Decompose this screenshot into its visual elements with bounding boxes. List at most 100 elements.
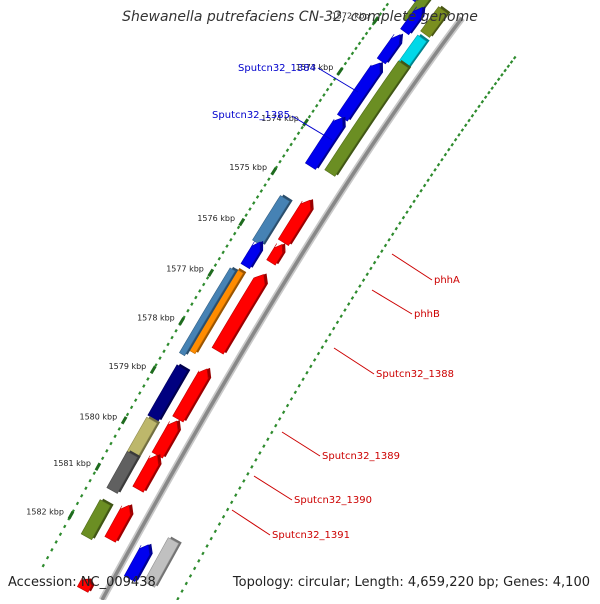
gene-feature [211, 273, 268, 355]
dot-mark [267, 177, 271, 182]
dot-mark [460, 128, 465, 132]
dot-mark [277, 417, 282, 421]
gene-feature-body [179, 267, 236, 357]
gene-feature-body [324, 60, 409, 177]
dot-mark [184, 581, 188, 586]
dot-mark [113, 434, 117, 439]
dot-mark [238, 486, 242, 490]
dot-mark [311, 109, 315, 114]
dot-mark [117, 427, 121, 431]
dot-mark [339, 314, 343, 319]
gene-label-text: Sputcn32_1384 [238, 63, 316, 74]
gene-feature [266, 242, 289, 266]
dot-mark [450, 142, 454, 147]
gene-feature-body [277, 199, 313, 246]
dot-mark [405, 210, 409, 215]
dot-mark [229, 237, 233, 242]
gene-label: Sputcn32_1388 [333, 347, 454, 380]
dot-mark [372, 260, 377, 265]
dot-mark [229, 500, 234, 505]
dot-mark [285, 148, 290, 153]
gene-feature [420, 5, 451, 38]
gene-feature [172, 367, 213, 423]
dot-mark [197, 559, 201, 563]
dot-mark [314, 103, 319, 108]
gene-feature-body [266, 243, 286, 266]
gene-feature [179, 266, 239, 357]
dot-mark [225, 244, 229, 248]
dot-mark [252, 201, 256, 205]
gene-label-text: Sputcn32_1385 [212, 110, 290, 121]
gene-feature-body [76, 577, 94, 593]
kbp-tick-mark [207, 268, 215, 277]
dot-mark [205, 544, 209, 548]
gene-label-text: Sputcn32_1390 [294, 495, 372, 506]
dot-mark [325, 87, 330, 92]
dot-mark [429, 173, 434, 177]
dot-mark [180, 589, 184, 593]
dot-mark [217, 522, 222, 526]
dot-mark [376, 255, 380, 259]
gene-feature-body [106, 450, 139, 494]
dot-mark [487, 90, 491, 95]
dot-mark [188, 574, 193, 578]
dot-mark [506, 64, 511, 69]
dot-mark [41, 563, 45, 568]
gene-label: Sputcn32_1389 [281, 431, 400, 462]
dot-mark [250, 465, 254, 469]
dot-mark [467, 118, 471, 123]
backbone-line [100, 16, 464, 601]
kbp-tick-mark [302, 118, 310, 127]
inner-dotted-ring [176, 55, 517, 601]
dot-mark [368, 26, 372, 31]
kbp-tick-label: 1579 kbp [109, 362, 147, 371]
gene-label-leader [371, 289, 413, 315]
gene-label-text: Sputcn32_1391 [272, 530, 350, 541]
gene-feature-body [123, 544, 152, 583]
kbp-tick-label: 1576 kbp [197, 214, 235, 223]
dot-mark [318, 98, 323, 103]
dot-mark [401, 215, 406, 220]
dot-mark [209, 536, 213, 541]
dot-mark [301, 377, 305, 382]
gene-feature [106, 450, 141, 494]
kbp-tick-mark [372, 16, 380, 25]
dot-mark [493, 81, 498, 86]
dot-mark [258, 451, 262, 455]
dot-mark [201, 551, 205, 556]
gene-label-leader [231, 509, 271, 536]
dot-mark [236, 225, 241, 230]
dot-mark [285, 403, 290, 408]
dot-mark [382, 7, 386, 12]
dot-mark [234, 493, 238, 497]
gene-label: Sputcn32_1385 [212, 110, 333, 141]
dot-mark [75, 501, 80, 506]
dot-mark [383, 243, 388, 248]
gene-feature-body [412, 0, 417, 3]
gene-label: Sputcn32_1391 [231, 509, 350, 541]
dot-mark [496, 77, 501, 82]
gene-feature-body [132, 454, 161, 493]
gene-feature-body [172, 368, 210, 423]
dot-mark [419, 188, 423, 193]
gene-label-text: Sputcn32_1388 [376, 369, 454, 380]
dot-mark [205, 276, 210, 280]
dot-mark [433, 168, 437, 172]
dot-mark [457, 133, 461, 137]
dot-mark [84, 486, 88, 491]
dot-mark [364, 31, 369, 36]
dot-mark [125, 412, 130, 417]
kbp-tick-label: 1580 kbp [79, 412, 117, 421]
kbp-tick-label: 1582 kbp [26, 507, 64, 516]
gene-feature [376, 33, 406, 65]
kbp-tick-mark [120, 416, 128, 425]
backbone-shadow [98, 15, 465, 602]
gene-label-text: phhA [434, 275, 460, 286]
dot-mark [394, 226, 399, 231]
dot-mark [186, 308, 190, 313]
dot-mark [328, 332, 332, 337]
dot-mark [262, 444, 266, 448]
dot-mark [422, 183, 427, 188]
